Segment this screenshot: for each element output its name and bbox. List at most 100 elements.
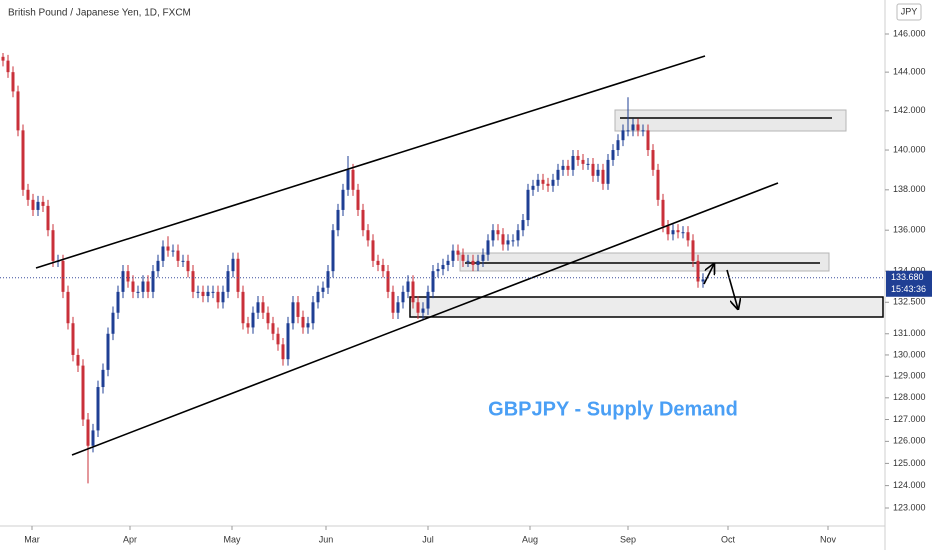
candle-body [21,130,25,190]
arrow-up [703,264,714,285]
candle-body [336,209,340,231]
candle-body [101,369,105,388]
candle-body [261,302,265,313]
candle-body [11,72,15,92]
candle-body [521,220,525,231]
candle-body [456,250,460,255]
candle-body [166,246,170,251]
candle-body [616,140,620,151]
x-tick-label: Jun [319,534,334,544]
candle-body [291,302,295,324]
candle-body [36,201,40,210]
candle-body [271,323,275,334]
y-tick-label: 124.000 [893,480,926,490]
candle-body [411,281,415,303]
candle-body [686,232,690,241]
candle-body [371,240,375,261]
candle-body [491,230,495,241]
y-tick-label: 131.000 [893,328,926,338]
candle-body [81,365,85,420]
arrow-down [726,269,738,309]
x-tick-label: May [223,534,241,544]
candle-body [241,291,245,324]
candle-body [536,179,540,186]
axes: 146.000 144.000 142.000 140.000 138.000 136.0… [0,28,932,544]
x-tick-label: Sep [620,534,636,544]
candle-body [596,169,600,176]
candle-body [681,232,685,234]
candle-body [51,230,55,261]
candle-body [696,260,700,282]
x-tick-label: Jul [422,534,434,544]
y-tick-label: 134.000 [893,266,926,276]
candle-body [86,419,90,446]
drawings [409,109,884,318]
y-tick-label: 142.000 [893,105,926,115]
candle-body [201,291,205,297]
candle-body [406,281,410,292]
candle-body [581,159,585,164]
x-tick-label: Oct [721,534,736,544]
candle-body [701,279,705,282]
candle-body [76,354,80,366]
candle-body [121,271,125,292]
candle-body [276,333,280,345]
candle-body [546,183,550,186]
candle-body [281,344,285,360]
candle-body [16,91,20,131]
candle-body [671,230,675,235]
candle-body [71,323,75,355]
current-price-box [886,270,932,297]
candle-body [416,302,420,313]
candle-body [376,260,380,265]
candle-body [386,271,390,292]
candle-body [256,302,260,313]
candle-body [436,269,440,272]
candle-body [196,291,200,293]
candle-body [146,281,150,292]
candle-body [66,291,70,324]
candle-body [221,291,225,303]
candle-body [211,291,215,293]
candle-body [576,155,580,160]
candle-body [26,189,30,200]
y-tick-label: 128.000 [893,392,926,402]
candle-body [306,323,310,328]
y-tick-label: 123.000 [893,502,926,512]
candle-body [506,240,510,245]
candle-body [486,240,490,255]
y-tick-label: 129.000 [893,371,926,381]
channel-lower [71,182,779,456]
candle-body [496,230,500,235]
candle-body [141,281,145,292]
currency-box[interactable] [896,3,922,21]
candle-body [136,291,140,293]
current-price-label: 133.680 [891,272,924,282]
candle-body [601,169,605,184]
candle-body [46,205,50,231]
candle-body [111,312,115,334]
candles [1,53,705,484]
y-tick-label: 127.000 [893,414,926,424]
candle-body [541,179,545,184]
x-tick-label: Aug [522,534,538,544]
y-tick-label: 140.000 [893,144,926,154]
candle-body [351,169,355,190]
candle-body [396,302,400,313]
candle-body [356,189,360,210]
candle-body [516,230,520,241]
candle-body [226,271,230,292]
candle-body [421,308,425,313]
candle-body [236,258,240,292]
candle-body [571,155,575,170]
x-tick-label: Nov [820,534,837,544]
candle-body [586,163,590,165]
candle-body [461,254,465,261]
candle-body [286,323,290,360]
annotation: GBPJPY - Supply Demand [488,398,738,420]
candle-body [251,312,255,328]
candle-body [106,333,110,370]
supply-zone [459,252,830,272]
candle-body [556,169,560,180]
y-tick-label: 130.000 [893,349,926,359]
